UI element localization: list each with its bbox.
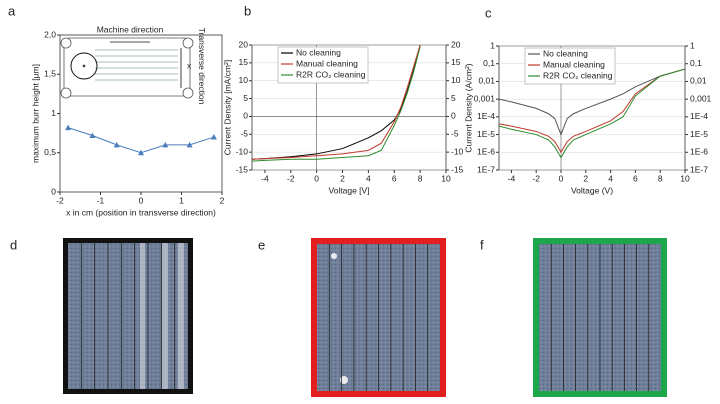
y-tick-label: 20 <box>239 39 249 49</box>
legend-label: Manual cleaning <box>543 59 605 69</box>
x-tick-label: 10 <box>680 173 690 183</box>
x-axis-label: Voltage (V) <box>571 185 613 195</box>
y-tick-label: 0 <box>51 186 56 196</box>
panel-label: b <box>244 3 251 18</box>
x-tick-label: 10 <box>441 173 451 183</box>
y-tick-label: 1E-4 <box>477 111 495 121</box>
y-tick-label: 0,001 <box>474 93 496 103</box>
y2-tick-label: 0 <box>451 111 456 121</box>
panel-label: c <box>485 5 492 20</box>
x-tick-label: 4 <box>608 173 613 183</box>
x-axis-label: x in cm (position in transverse directio… <box>66 207 216 217</box>
panel-label: d <box>10 237 17 252</box>
y-tick-label: 1,5 <box>44 69 56 79</box>
series-line <box>251 44 421 160</box>
x-tick-label: 2 <box>583 173 588 183</box>
annotation: Machine direction <box>97 24 164 34</box>
y-tick-label: -5 <box>240 129 248 139</box>
x-tick-label: -2 <box>532 173 540 183</box>
x-tick-label: 8 <box>658 173 663 183</box>
y-tick-label: 1 <box>490 40 495 50</box>
x-tick-label: -2 <box>287 173 295 183</box>
series-line <box>251 44 421 160</box>
y2-tick-label: 20 <box>451 39 461 49</box>
panel-label: f <box>480 237 484 252</box>
y2-tick-label: 0,001 <box>690 93 712 103</box>
y2-tick-label: 1E-7 <box>690 164 708 174</box>
x-tick-label: 0 <box>139 195 144 205</box>
legend-label: No cleaning <box>296 47 341 57</box>
y2-tick-label: 1E-4 <box>690 111 708 121</box>
marker <box>138 149 144 156</box>
marker <box>186 141 193 148</box>
y2-tick-label: -5 <box>451 129 459 139</box>
annotation: Transverse direction <box>197 28 207 105</box>
x-tick-label: 8 <box>418 173 423 183</box>
x-tick-label: -2 <box>56 195 64 205</box>
y-tick-label: 2,0 <box>44 29 56 39</box>
x-tick-label: 0 <box>314 173 319 183</box>
series-line <box>498 68 686 136</box>
y-axis-label: Current Density [mA/cm²] <box>222 60 232 155</box>
x-tick-label: -4 <box>261 173 269 183</box>
y-tick-label: 0,01 <box>478 76 495 86</box>
y2-tick-label: 1E-6 <box>690 147 708 157</box>
marker <box>113 141 120 148</box>
y2-tick-label: 0,01 <box>690 76 707 86</box>
x-tick-label: 4 <box>366 173 371 183</box>
panel-label: a <box>8 3 16 18</box>
y-tick-label: 10 <box>239 75 249 85</box>
x-tick-label: -4 <box>508 173 516 183</box>
x-tick-label: -1 <box>97 195 105 205</box>
y-tick-label: 1E-7 <box>477 164 495 174</box>
y-tick-label: 1E-6 <box>477 147 495 157</box>
cell-lines <box>80 243 650 391</box>
y2-tick-label: -10 <box>451 146 464 156</box>
series-line <box>498 68 686 159</box>
y2-tick-label: 1 <box>690 40 695 50</box>
marker <box>162 141 169 148</box>
y2-tick-label: 1E-5 <box>690 129 708 139</box>
marker <box>210 134 217 140</box>
photo-d <box>63 238 193 394</box>
y-tick-label: 0,5 <box>44 147 56 157</box>
panel-label: e <box>258 237 265 252</box>
marker <box>65 124 72 131</box>
y2-tick-label: 10 <box>451 75 461 85</box>
legend-label: No cleaning <box>543 48 588 58</box>
y-tick-label: -15 <box>236 164 249 174</box>
legend-label: R2R CO₂ cleaning <box>296 69 366 79</box>
y-axis-label: Current Density (A/cm²) <box>463 63 473 152</box>
y2-tick-label: 0,1 <box>690 58 702 68</box>
y-tick-label: 0 <box>243 111 248 121</box>
x-tick-label: 6 <box>633 173 638 183</box>
y-tick-label: 5 <box>243 93 248 103</box>
marker <box>89 132 96 138</box>
x-tick-label: 2 <box>340 173 345 183</box>
y2-tick-label: 15 <box>451 57 461 67</box>
y-tick-label: 0,1 <box>483 58 495 68</box>
y2-tick-label: 5 <box>451 93 456 103</box>
y-tick-label: 1E-5 <box>477 129 495 139</box>
x-tick-label: 0 <box>559 173 564 183</box>
legend-label: R2R CO₂ cleaning <box>543 70 613 80</box>
series-line <box>251 46 421 162</box>
x-tick-label: 1 <box>179 195 184 205</box>
y-tick-label: 1 <box>51 108 56 118</box>
annotation: x <box>187 60 192 70</box>
y2-tick-label: -15 <box>451 164 464 174</box>
x-tick-label: 6 <box>392 173 397 183</box>
y-tick-label: -10 <box>236 146 249 156</box>
x-tick-label: 2 <box>220 195 225 205</box>
series-line <box>498 68 686 154</box>
y-axis-label: maximum burr height [µm] <box>30 64 40 163</box>
inset-diagram <box>60 37 194 99</box>
legend-label: Manual cleaning <box>296 58 358 68</box>
y-tick-label: 15 <box>239 57 249 67</box>
x-axis-label: Voltage [V] <box>328 185 369 195</box>
data-line <box>67 127 215 154</box>
